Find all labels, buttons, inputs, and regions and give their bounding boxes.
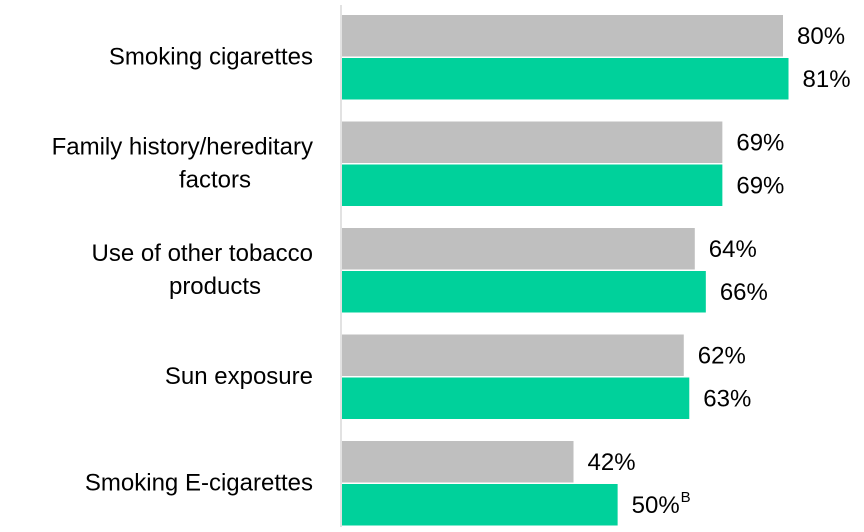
value-label: 42% [588, 449, 636, 476]
bar [342, 15, 783, 57]
category-label: Use of other tobacco products [92, 240, 313, 300]
category-label-line: Family history/hereditary [52, 134, 313, 161]
value-label: 81% [803, 66, 851, 93]
category-label: Smoking cigarettes [109, 44, 313, 71]
bar [342, 121, 723, 163]
bar [342, 334, 684, 376]
value-label: 80% [797, 23, 845, 50]
category-label: Smoking E-cigarettes [85, 470, 313, 497]
bar [342, 228, 695, 270]
bar [342, 164, 723, 206]
bar [342, 377, 690, 419]
category-label: Sun exposure [165, 363, 313, 390]
category-label-line: products [169, 273, 261, 300]
value-label: 50% [632, 492, 680, 519]
category-label-line: Smoking E-cigarettes [85, 470, 313, 497]
value-label: 63% [703, 385, 751, 412]
category-label-line: Smoking cigarettes [109, 44, 313, 71]
value-label: 66% [720, 279, 768, 306]
category-label: Family history/hereditary factors [52, 134, 313, 194]
bar [342, 271, 706, 313]
category-label-line: Sun exposure [165, 363, 313, 390]
value-label: 64% [709, 236, 757, 263]
value-label: 62% [698, 342, 746, 369]
category-label-line: Use of other tobacco [92, 240, 313, 267]
bar [342, 441, 574, 483]
bar [342, 484, 618, 526]
category-label-line: factors [179, 167, 251, 194]
bar [342, 58, 789, 100]
value-label: 69% [736, 172, 784, 199]
significance-superscript: B [681, 489, 691, 506]
value-label: 69% [736, 129, 784, 156]
